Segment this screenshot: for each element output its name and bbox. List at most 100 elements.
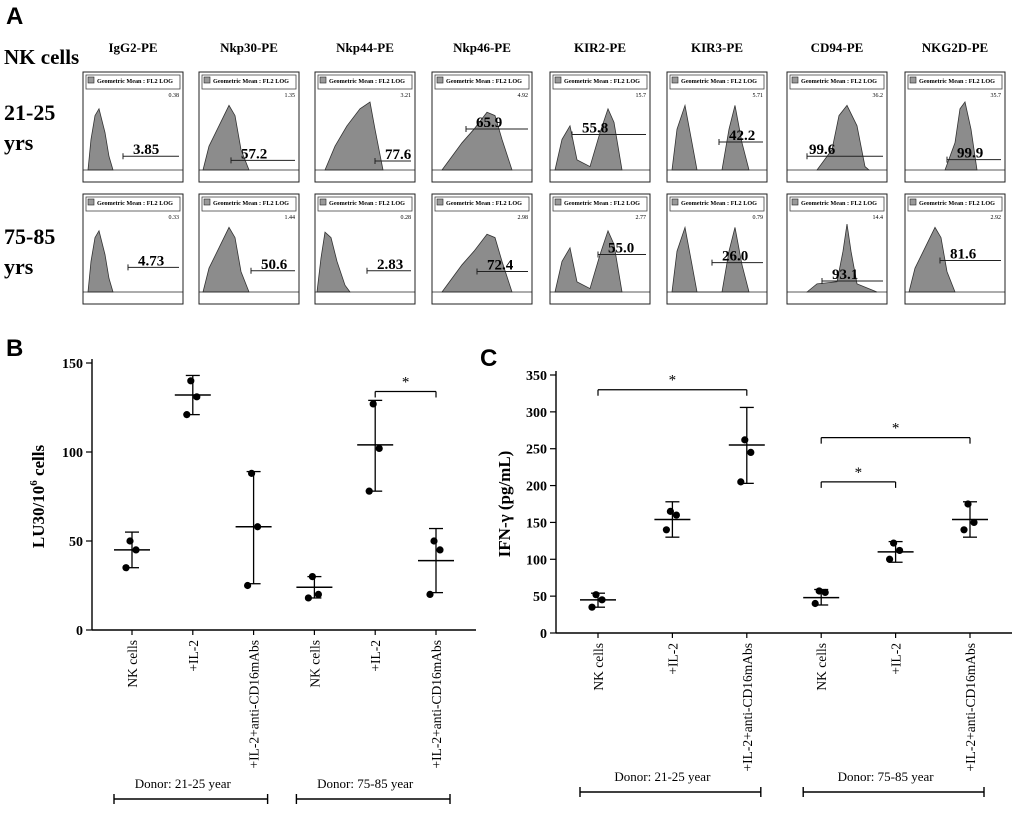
- geometric-mean-value: 0.33: [169, 215, 180, 221]
- histogram-cell: Geometric Mean : FL2 LOG 2.98 72.4: [431, 193, 533, 305]
- histogram-cell: Geometric Mean : FL2 LOG 1.44 50.6: [198, 193, 300, 305]
- y-axis-label: IFN-γ (pg/mL): [495, 451, 514, 558]
- data-point: [304, 594, 312, 602]
- row-label-old-line1: 75-85: [4, 224, 55, 249]
- histogram-curve: [316, 231, 351, 293]
- data-point: [666, 507, 675, 515]
- data-point: [811, 599, 819, 608]
- stats-header-label: Geometric Mean : FL2 LOG: [213, 200, 289, 207]
- geometric-mean-value: 14.4: [873, 215, 884, 221]
- geometric-mean-value: 5.71: [753, 93, 764, 99]
- stats-header-label: Geometric Mean : FL2 LOG: [97, 78, 173, 85]
- panel-c-chart: 0 50 100 150 200 250 300 350 IFN-γ (pg/mL) NK cel…: [495, 369, 1012, 797]
- data-point: [132, 546, 140, 554]
- gated-percent-label: 2.83: [377, 257, 403, 273]
- x-tick-label: NK cells: [125, 640, 140, 688]
- y-tick-label: 350: [526, 369, 547, 384]
- data-point: [886, 555, 894, 563]
- marker-column-label: Nkp46-PE: [453, 40, 511, 55]
- legend-swatch-icon: [671, 198, 679, 206]
- geometric-mean-value: 4.92: [518, 93, 529, 99]
- donor-group-label: Donor: 21-25 year: [614, 769, 711, 784]
- data-point: [970, 518, 978, 527]
- data-point: [426, 590, 434, 599]
- x-tick-label: +IL-2: [889, 643, 904, 675]
- histogram-cell: KIR3-PE Geometric Mean : FL2 LOG 5.71 42.2: [666, 40, 768, 183]
- y-tick-label: 150: [526, 516, 547, 531]
- gated-percent-label: 81.6: [950, 247, 977, 263]
- stats-header-label: Geometric Mean : FL2 LOG: [446, 78, 522, 85]
- histogram-cell: Geometric Mean : FL2 LOG 2.77 55.0: [549, 193, 651, 305]
- histogram-cell: Nkp30-PE Geometric Mean : FL2 LOG 1.35 57.2: [198, 40, 300, 183]
- legend-swatch-icon: [909, 76, 917, 84]
- gated-percent-label: 55.8: [582, 120, 608, 136]
- y-axis-label-superscript: 6: [28, 480, 40, 486]
- stats-header-label: Geometric Mean : FL2 LOG: [564, 78, 640, 85]
- stats-header-label: Geometric Mean : FL2 LOG: [97, 200, 173, 207]
- geometric-mean-value: 1.35: [285, 93, 296, 99]
- panel-c-letter: C: [480, 345, 497, 372]
- stats-header-label: Geometric Mean : FL2 LOG: [919, 78, 995, 85]
- gated-percent-label: 77.6: [385, 147, 412, 163]
- histogram-cell: NKG2D-PE Geometric Mean : FL2 LOG 35.7 99.9: [904, 40, 1006, 183]
- data-point: [430, 537, 438, 545]
- data-point: [365, 487, 373, 495]
- x-tick-label: NK cells: [591, 643, 606, 691]
- legend-swatch-icon: [791, 76, 799, 84]
- marker-column-label: IgG2-PE: [108, 40, 157, 55]
- histogram-curve: [805, 223, 878, 293]
- donor-group-label: Donor: 21-25 year: [135, 776, 232, 791]
- y-axis-label-text: LU30/10: [29, 486, 48, 548]
- data-point: [960, 526, 968, 534]
- histogram-cell: Nkp44-PE Geometric Mean : FL2 LOG 3.21 77.6: [314, 40, 416, 183]
- data-point: [598, 596, 606, 604]
- y-tick-label: 250: [526, 443, 547, 458]
- data-point: [747, 448, 755, 456]
- y-tick-label: 50: [533, 590, 547, 605]
- histogram-curve: [202, 226, 250, 293]
- y-tick-label: 150: [62, 357, 83, 372]
- data-point: [314, 590, 322, 599]
- histogram-curve: [87, 107, 114, 171]
- stats-header-box: [789, 74, 885, 90]
- histogram-curve: [87, 229, 114, 293]
- data-point: [436, 546, 444, 554]
- data-point: [896, 546, 904, 555]
- histogram-cell: Geometric Mean : FL2 LOG 0.79 26.0: [666, 193, 768, 305]
- y-tick-label: 100: [62, 446, 83, 461]
- data-point: [821, 588, 829, 597]
- significance-star: *: [402, 374, 410, 390]
- legend-swatch-icon: [319, 198, 327, 206]
- histogram-curve: [441, 233, 513, 293]
- stats-header-label: Geometric Mean : FL2 LOG: [213, 78, 289, 85]
- stats-header-box: [669, 74, 765, 90]
- x-tick-label: +IL-2+anti-CD16mAbs: [429, 640, 444, 768]
- geometric-mean-value: 35.7: [991, 93, 1002, 99]
- panel-b-letter: B: [6, 335, 23, 362]
- gated-percent-label: 72.4: [487, 257, 514, 273]
- legend-swatch-icon: [671, 76, 679, 84]
- geometric-mean-value: 2.92: [991, 215, 1002, 221]
- x-tick-label: +IL-2+anti-CD16mAbs: [963, 643, 978, 771]
- stats-header-box: [552, 74, 648, 90]
- stats-header-box: [201, 74, 297, 90]
- gated-percent-label: 99.9: [957, 146, 983, 162]
- data-point: [375, 444, 383, 453]
- row-label-young-line1: 21-25: [4, 100, 55, 125]
- geometric-mean-value: 15.7: [636, 93, 647, 99]
- data-point: [815, 587, 823, 595]
- gated-percent-label: 3.85: [133, 142, 159, 158]
- histogram-cell: Geometric Mean : FL2 LOG 2.92 81.6: [904, 193, 1006, 305]
- y-tick-label: 100: [526, 553, 547, 568]
- data-point: [308, 573, 316, 581]
- data-point: [672, 511, 681, 519]
- data-point: [369, 400, 377, 408]
- legend-swatch-icon: [791, 198, 799, 206]
- histogram-curve: [441, 111, 513, 171]
- x-tick-label: +IL-2: [665, 643, 680, 675]
- stats-header-box: [789, 196, 885, 212]
- y-tick-label: 300: [526, 406, 547, 421]
- geometric-mean-value: 2.77: [636, 215, 647, 221]
- legend-swatch-icon: [554, 198, 562, 206]
